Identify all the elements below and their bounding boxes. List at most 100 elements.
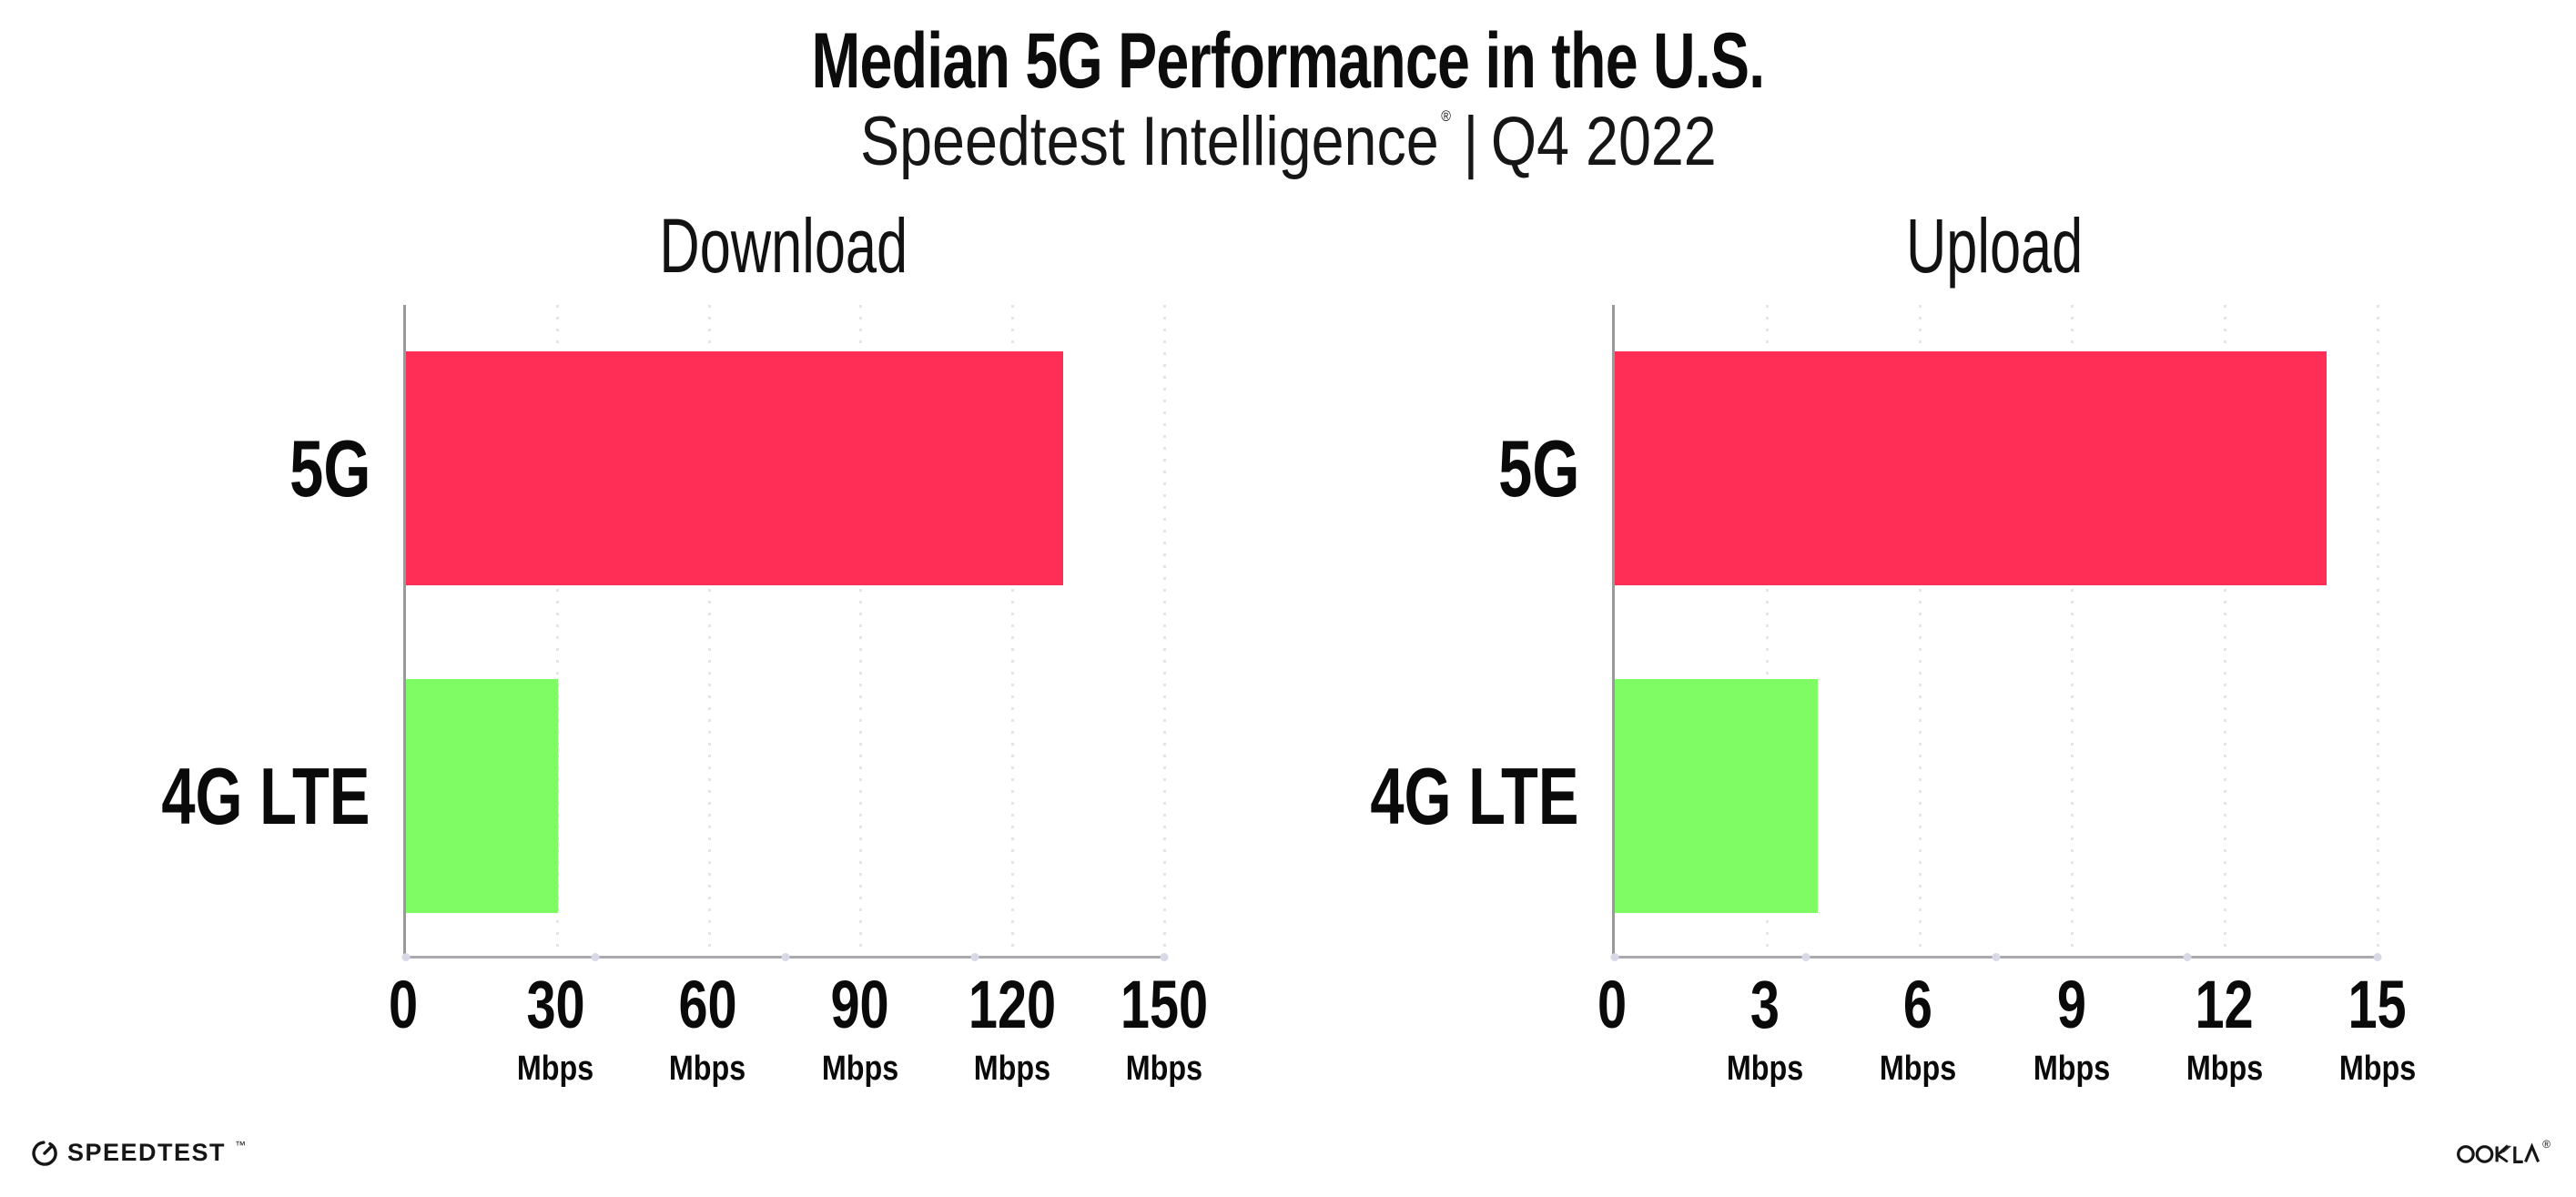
x-tick: 150 Mbps xyxy=(1108,971,1220,1087)
tick-value-text: 90 xyxy=(830,967,889,1042)
bar-5g xyxy=(406,351,1063,585)
axis-quarter-dot xyxy=(1160,953,1169,961)
ookla-logo: ® xyxy=(2457,1138,2551,1167)
tick-value: 90 xyxy=(815,971,905,1039)
speedtest-trademark: ™ xyxy=(235,1139,247,1151)
upload-plot-area xyxy=(1610,305,2382,961)
bar-4g-lte xyxy=(1615,679,1819,913)
tick-value: 30 xyxy=(511,971,601,1039)
axis-quarter-dot xyxy=(1801,953,1810,961)
x-tick: 120 Mbps xyxy=(956,971,1068,1088)
tick-value-text: 0 xyxy=(1597,967,1628,1042)
tick-unit-text: Mbps xyxy=(821,1050,898,1088)
axis-quarter-dot xyxy=(1610,953,1619,961)
subtitle-brand: Speedtest Intelligence xyxy=(859,103,1439,180)
bar-4g-lte xyxy=(406,679,558,913)
axis-quarter-dot xyxy=(1992,953,2001,961)
tick-unit: Mbps xyxy=(2026,1051,2116,1086)
tick-value: 60 xyxy=(663,971,753,1039)
download-chart-title: Download xyxy=(403,202,1164,290)
tick-unit: Mbps xyxy=(663,1051,753,1086)
tick-unit-text: Mbps xyxy=(669,1050,746,1088)
gridline xyxy=(2223,305,2226,956)
category-label: 4G LTE xyxy=(1304,750,1579,843)
category-label-text: 5G xyxy=(1497,423,1579,513)
tick-unit-text: Mbps xyxy=(517,1050,594,1088)
tick-value-text: 6 xyxy=(1903,967,1933,1042)
gridline xyxy=(1918,305,1922,956)
x-tick: 15 Mbps xyxy=(2332,971,2422,1087)
x-tick: 9 Mbps xyxy=(2026,971,2116,1087)
gridline xyxy=(2376,305,2379,956)
x-tick: 0 xyxy=(384,971,421,1039)
tick-value-text: 15 xyxy=(2348,967,2408,1042)
tick-unit: Mbps xyxy=(815,1051,905,1086)
speedtest-logo: SPEEDTEST ™ xyxy=(30,1138,246,1167)
page-title: Median 5G Performance in the U.S. xyxy=(0,16,2576,107)
axis-quarter-dot xyxy=(781,953,789,961)
axis-quarter-dot xyxy=(401,953,411,961)
upload-chart: Upload 5G 4G LTE 0 3 Mbps 6 Mbps 9 Mbps 12 Mbps 15 M… xyxy=(1371,203,2416,1086)
tick-value: 3 xyxy=(1720,971,1810,1039)
tick-value: 9 xyxy=(2026,971,2116,1039)
category-label: 4G LTE xyxy=(96,750,370,843)
tick-unit: Mbps xyxy=(2179,1051,2269,1086)
download-chart: Download 5G 4G LTE 0 30 Mbps 60 Mbps 90 Mbps 120 M… xyxy=(162,203,1208,1086)
tick-unit: Mbps xyxy=(1873,1051,1963,1086)
x-tick: 90 Mbps xyxy=(815,971,905,1087)
gridline xyxy=(556,305,560,956)
tick-value-text: 0 xyxy=(388,967,419,1042)
tick-unit-text: Mbps xyxy=(2033,1050,2110,1088)
category-label-text: 5G xyxy=(289,423,370,513)
tick-unit-text: Mbps xyxy=(1727,1050,1804,1088)
tick-value: 150 xyxy=(1108,971,1220,1039)
tick-unit: Mbps xyxy=(1108,1051,1220,1086)
gridline xyxy=(1766,305,1770,956)
tick-value-text: 120 xyxy=(968,967,1056,1042)
ookla-registered-mark: ® xyxy=(2542,1138,2551,1151)
tick-unit: Mbps xyxy=(1720,1051,1810,1086)
tick-unit-text: Mbps xyxy=(973,1050,1050,1088)
tick-unit: Mbps xyxy=(511,1051,601,1086)
category-label-text: 4G LTE xyxy=(161,751,370,841)
speedtest-gauge-icon xyxy=(32,1141,57,1166)
gridline xyxy=(1010,305,1014,956)
page-title-text: Median 5G Performance in the U.S. xyxy=(811,17,1766,105)
gridline xyxy=(1162,305,1166,956)
tick-value-text: 9 xyxy=(2056,967,2086,1042)
x-tick: 6 Mbps xyxy=(1873,971,1963,1087)
ookla-wordmark-icon xyxy=(2457,1142,2541,1163)
x-tick: 0 xyxy=(1593,971,1630,1039)
bar-5g xyxy=(1615,351,2328,585)
subtitle-divider: | xyxy=(1463,103,1478,180)
tick-unit-text: Mbps xyxy=(2338,1050,2417,1088)
tick-value: 6 xyxy=(1873,971,1963,1039)
tick-unit: Mbps xyxy=(2332,1051,2422,1086)
x-tick: 60 Mbps xyxy=(663,971,753,1087)
page-subtitle-text: Speedtest Intelligence ® | Q4 2022 xyxy=(860,102,1717,181)
tick-value-text: 30 xyxy=(526,967,585,1042)
axis-quarter-dot xyxy=(591,953,600,961)
x-tick: 3 Mbps xyxy=(1720,971,1810,1087)
gridline xyxy=(859,305,863,956)
tick-unit-text: Mbps xyxy=(2186,1050,2263,1088)
tick-value-text: 3 xyxy=(1750,967,1780,1042)
tick-value: 0 xyxy=(384,971,421,1039)
upload-chart-title-text: Upload xyxy=(1906,203,2084,289)
page-subtitle: Speedtest Intelligence ® | Q4 2022 xyxy=(0,102,2576,181)
x-tick: 30 Mbps xyxy=(511,971,601,1087)
tick-value: 12 xyxy=(2179,971,2269,1039)
tick-value-text: 12 xyxy=(2195,967,2254,1042)
tick-value: 15 xyxy=(2332,971,2422,1039)
category-label: 5G xyxy=(264,422,370,515)
tick-unit-text: Mbps xyxy=(1125,1050,1203,1088)
axis-quarter-dot xyxy=(2373,953,2382,961)
category-label: 5G xyxy=(1473,422,1579,515)
registered-mark: ® xyxy=(1440,107,1451,125)
upload-chart-title: Upload xyxy=(1612,202,2378,290)
tick-value: 120 xyxy=(956,971,1068,1039)
tick-value-text: 150 xyxy=(1120,967,1209,1042)
download-plot-area xyxy=(401,305,1169,961)
tick-value-text: 60 xyxy=(678,967,737,1042)
